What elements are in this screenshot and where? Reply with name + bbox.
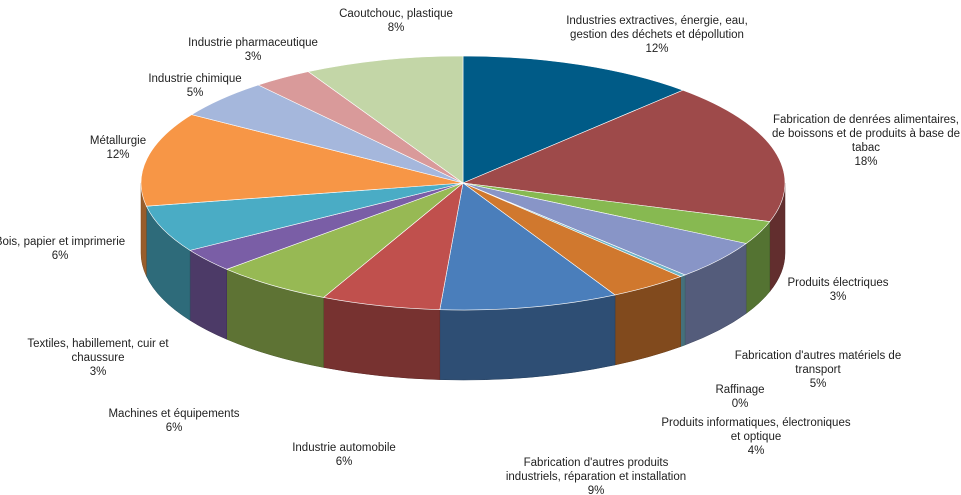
slice-name-label: Fabrication d'autres matériels de [735,350,901,362]
slice-name-label: chaussure [71,352,124,364]
slice-value-label: 3% [245,51,262,63]
slice-label: Industrie automobile 6% [292,442,396,468]
slice-name-label: gestion des déchets et dépollution [570,29,744,41]
pie-slice [439,182,616,311]
slice-value-label: 3% [90,366,107,378]
slice-value-label: 5% [187,87,204,99]
slice-value-label: 9% [588,485,605,495]
slice-name-label: transport [795,364,841,376]
slice-label: Machines et équipements 6% [108,408,239,434]
slice-value-label: 4% [748,445,765,457]
slice-name-label: Fabrication de denrées alimentaires, [773,114,959,126]
slice-name-label: Machines et équipements [108,408,239,420]
slice-label: Textiles, habillement, cuir et chaussure 3… [27,338,169,378]
slice-value-label: 0% [732,398,749,410]
slice-value-label: 8% [388,22,405,34]
slice-value-label: 6% [166,422,183,434]
slice-label: Raffinage 0% [715,384,764,410]
slice-label: Caoutchouc, plastique 8% [339,8,453,34]
slice-name-label: Textiles, habillement, cuir et [27,338,169,350]
slice-name-label: Fabrication d'autres produits [524,457,669,469]
slice-name-label: Raffinage [715,384,764,396]
slice-label: Produits informatiques, électroniques et … [661,417,850,457]
slice-label: Fabrication de denrées alimentaires, de b… [772,114,960,168]
pie-slice-side [680,274,686,347]
slice-name-label: tabac [852,142,880,154]
slice-value-label: 6% [52,250,69,262]
slice-value-label: 3% [830,291,847,303]
slice-value-label: 18% [854,156,877,168]
slice-label: Produits électriques 3% [788,277,889,303]
slice-label: Industries extractives, énergie, eau, ges… [566,15,748,55]
pie-slice [225,182,464,298]
pie-slice [462,55,684,184]
pie-slice [307,55,464,184]
slice-label: Bois, papier et imprimerie 6% [0,236,125,262]
slice-name-label: Produits électriques [788,277,889,289]
pie-slice [145,182,464,251]
pie-slice-side [323,297,441,380]
slice-name-label: Caoutchouc, plastique [339,8,453,20]
slice-label: Métallurgie 12% [90,135,146,161]
pie-top-layer [140,55,786,311]
slice-label: Fabrication d'autres matériels de transpo… [735,350,901,390]
slice-label: Industrie pharmaceutique 3% [188,37,318,63]
slice-label: Fabrication d'autres produits industriels… [506,457,686,495]
slice-value-label: 6% [336,456,353,468]
pie-label-layer: Industries extractives, énergie, eau, ges… [0,8,960,495]
slice-value-label: 12% [106,149,129,161]
slice-name-label: Industrie automobile [292,442,396,454]
pie-slice [461,89,786,222]
slice-name-label: industriels, réparation et installation [506,471,686,483]
pie-slice [322,182,464,310]
slice-value-label: 5% [810,378,827,390]
slice-name-label: Industrie chimique [148,73,241,85]
pie-slice [140,114,464,207]
slice-name-label: de boissons et de produits à base de [772,128,960,140]
slice-name-label: et optique [731,431,782,443]
slice-name-label: Produits informatiques, électroniques [661,417,850,429]
slice-name-label: Bois, papier et imprimerie [0,236,125,248]
slice-label: Industrie chimique 5% [148,73,241,99]
slice-name-label: Métallurgie [90,135,146,147]
slice-name-label: Industrie pharmaceutique [188,37,318,49]
slice-name-label: Industries extractives, énergie, eau, [566,15,748,27]
slice-value-label: 12% [645,43,668,55]
